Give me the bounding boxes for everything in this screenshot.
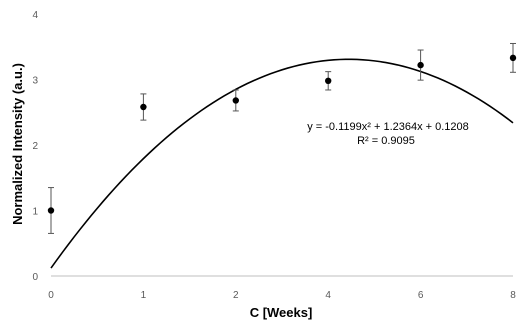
y-tick-label: 0	[32, 272, 38, 283]
x-tick-label: 0	[48, 290, 54, 301]
x-tick-label: 6	[418, 290, 424, 301]
y-axis-title: Normalized Intensity (a.u.)	[10, 63, 25, 225]
y-tick-label: 4	[32, 10, 38, 21]
x-tick-label: 1	[141, 290, 147, 301]
data-point	[509, 54, 517, 62]
data-points	[47, 54, 517, 214]
data-point	[47, 207, 55, 214]
r-squared-label: R² = 0.9095	[357, 135, 415, 147]
x-tick-label: 4	[325, 290, 331, 301]
y-tick-label: 2	[32, 141, 38, 152]
x-tick-labels: 0 1 2 4 6 8	[48, 290, 516, 301]
x-tick-label: 2	[233, 290, 239, 301]
y-tick-label: 1	[32, 207, 38, 218]
trendline	[50, 58, 514, 269]
data-point	[417, 61, 424, 69]
y-tick-labels: 0 1 2 3 4	[32, 10, 38, 283]
data-point	[325, 77, 332, 85]
x-tick-label: 8	[510, 290, 516, 301]
data-point	[232, 97, 239, 104]
x-axis-title: C [Weeks]	[250, 305, 313, 320]
trendline-equation: y = -0.1199x² + 1.2364x + 0.1208	[307, 121, 469, 133]
y-tick-label: 3	[32, 76, 38, 87]
data-point	[140, 103, 147, 111]
error-bars	[48, 42, 516, 234]
